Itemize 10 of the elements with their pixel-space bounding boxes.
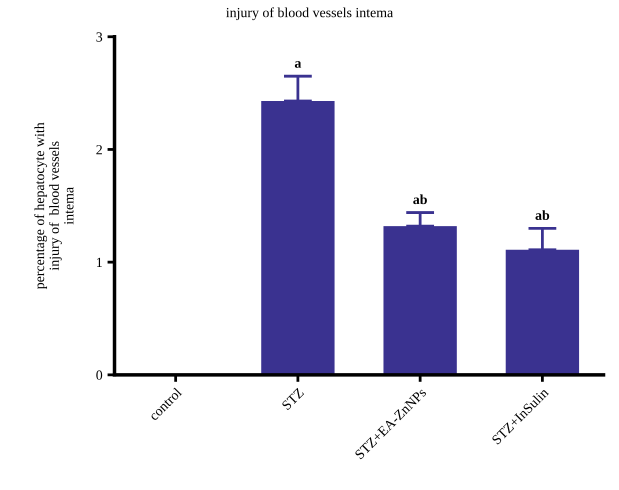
- y-tick-label: 3: [96, 32, 102, 42]
- annotation: ab: [413, 194, 427, 204]
- x-tick-label: STZ: [281, 388, 304, 410]
- y-tick-label: 0: [96, 370, 102, 380]
- chart-title: injury of blood vessels intema: [226, 7, 394, 20]
- y-tick-label: 2: [96, 145, 102, 154]
- annotation: ab: [536, 210, 550, 220]
- annotation: a: [294, 61, 302, 68]
- y-tick-label: 1: [96, 258, 102, 267]
- y-axis-title: percentage of hepatocyte with injury of blood vessels intema: [34, 122, 74, 290]
